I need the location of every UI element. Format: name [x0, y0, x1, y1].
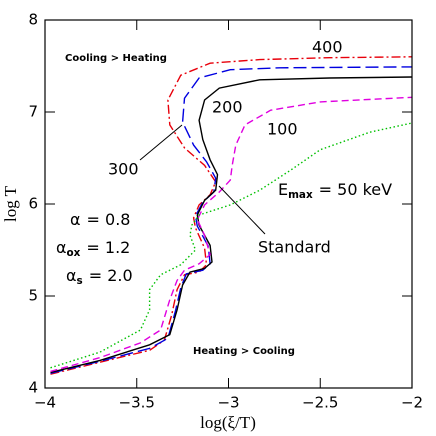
curve-label: 200 [212, 98, 243, 117]
parameter-label: α = 0.8 [70, 210, 130, 229]
label-text: = 1.2 [86, 238, 130, 257]
region-label: Cooling > Heating [65, 53, 167, 64]
region-label: Heating > Cooling [193, 346, 295, 357]
curve-label: 400 [312, 38, 343, 57]
series-line [50, 96, 413, 373]
y-tick-label: 5 [28, 287, 38, 305]
x-tick-label: −3 [217, 394, 239, 412]
y-tick-label: 8 [28, 11, 38, 29]
x-tick-label: −4 [34, 394, 56, 412]
curve-label: 100 [267, 120, 298, 139]
parameter-label: αox = 1.2 [56, 238, 130, 260]
series-line [50, 122, 413, 369]
label-subscript: s [77, 275, 83, 287]
curve-label: Emax = 50 keV [278, 180, 392, 202]
label-symbol: α [70, 210, 81, 229]
plot-frame [44, 19, 413, 389]
label-text: = 50 keV [319, 180, 392, 199]
y-axis-label: log T [1, 185, 20, 222]
y-tick-label: 6 [28, 195, 38, 213]
label-text: = 2.0 [89, 266, 133, 285]
pointer [139, 124, 183, 161]
y-tick-label: 4 [28, 379, 38, 397]
curve-label: Standard [258, 238, 331, 257]
label-subscript: max [288, 189, 313, 201]
label-symbol: α [56, 238, 67, 257]
x-tick-label: −2 [401, 394, 423, 412]
label-text: = 0.8 [87, 210, 131, 229]
x-tick-label: −2.5 [302, 394, 338, 412]
label-symbol: α [66, 266, 77, 285]
pointer [218, 185, 266, 235]
y-tick-label: 7 [28, 103, 38, 121]
x-axis-label: log(ξ/T) [200, 413, 256, 432]
curve-label: 300 [108, 160, 139, 179]
label-subscript: ox [67, 247, 81, 259]
label-symbol: E [278, 180, 288, 199]
series-line [50, 76, 413, 374]
x-tick-label: −3.5 [119, 394, 155, 412]
series-line [50, 56, 413, 375]
parameter-label: αs = 2.0 [66, 266, 133, 288]
